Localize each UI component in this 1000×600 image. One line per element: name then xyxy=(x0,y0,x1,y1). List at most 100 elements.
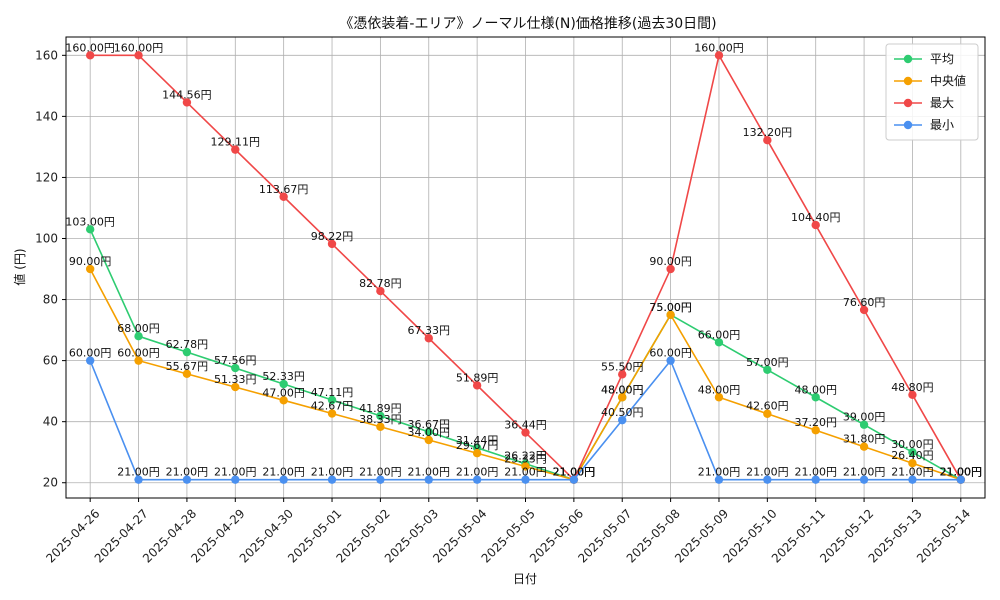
data-point xyxy=(424,475,433,484)
data-point xyxy=(424,435,433,445)
data-label: 21.00円 xyxy=(746,466,789,479)
data-point xyxy=(908,475,917,484)
data-label: 30.00円 xyxy=(891,438,934,451)
data-label: 76.60円 xyxy=(843,296,886,309)
data-point xyxy=(279,396,288,405)
legend-box xyxy=(885,43,979,141)
data-point xyxy=(763,135,772,145)
data-point xyxy=(521,475,530,484)
data-label: 42.60円 xyxy=(746,400,789,413)
data-point xyxy=(472,449,482,458)
y-tick-label: 80 xyxy=(43,293,58,307)
data-point xyxy=(859,442,869,451)
data-point xyxy=(279,379,288,389)
data-label: 21.00円 xyxy=(117,466,160,479)
x-axis-title: 日付 xyxy=(513,572,537,586)
data-point xyxy=(231,363,240,373)
data-label: 90.00円 xyxy=(69,255,112,268)
legend-swatch-marker xyxy=(903,120,913,130)
data-label: 48.00円 xyxy=(794,383,837,396)
data-point xyxy=(521,428,530,437)
data-label: 75.00円 xyxy=(649,301,692,314)
legend-label: 最小 xyxy=(930,118,954,132)
data-label: 98.22円 xyxy=(311,230,354,243)
data-point xyxy=(279,192,288,201)
data-label: 82.78円 xyxy=(359,277,402,290)
y-tick-label: 40 xyxy=(43,415,58,429)
data-label: 51.33円 xyxy=(214,373,257,386)
data-label: 25.33円 xyxy=(504,452,547,465)
data-point xyxy=(424,427,433,437)
data-label: 160.00円 xyxy=(694,41,744,54)
data-label: 160.00円 xyxy=(114,41,164,54)
legend-swatch-marker xyxy=(903,76,913,86)
data-point xyxy=(134,475,143,484)
data-label: 21.00円 xyxy=(214,466,257,479)
data-label: 42.67円 xyxy=(311,400,354,413)
data-point xyxy=(327,409,337,418)
data-label: 21.00円 xyxy=(940,466,983,479)
data-label: 29.67円 xyxy=(456,439,499,452)
data-label: 62.78円 xyxy=(166,338,209,351)
data-label: 21.00円 xyxy=(940,466,983,479)
data-point xyxy=(521,462,530,471)
data-point xyxy=(859,475,869,484)
data-label: 60.00円 xyxy=(117,347,160,360)
data-point xyxy=(376,422,385,431)
data-label: 21.00円 xyxy=(553,466,596,479)
data-point xyxy=(182,98,192,107)
data-point xyxy=(956,475,966,484)
data-label: 129.11円 xyxy=(211,136,261,149)
data-point xyxy=(85,51,95,60)
data-label: 48.00円 xyxy=(601,383,644,396)
data-point xyxy=(618,393,627,402)
data-point xyxy=(859,305,869,315)
data-label: 26.22円 xyxy=(504,450,547,463)
axis-layer: 204060801001201401602025-04-262025-04-27… xyxy=(35,48,973,565)
data-point xyxy=(327,395,337,405)
legend-label: 平均 xyxy=(930,52,954,66)
data-label: 21.00円 xyxy=(504,466,547,479)
data-point xyxy=(231,475,240,484)
series-layer xyxy=(85,51,966,484)
data-label: 40.50円 xyxy=(601,406,644,419)
data-label: 144.56円 xyxy=(162,88,212,101)
data-point xyxy=(908,448,917,457)
data-label: 104.40円 xyxy=(791,211,841,224)
data-point xyxy=(714,475,724,484)
data-label: 31.80円 xyxy=(843,433,886,446)
data-label: 75.00円 xyxy=(649,301,692,314)
data-point xyxy=(763,365,772,374)
data-label: 21.00円 xyxy=(940,466,983,479)
data-point xyxy=(908,458,917,468)
data-label: 51.89円 xyxy=(456,371,499,384)
data-point xyxy=(182,369,192,379)
data-point xyxy=(327,239,337,249)
data-point xyxy=(811,475,820,484)
data-label: 36.44円 xyxy=(504,419,547,432)
data-point xyxy=(811,426,820,435)
data-label: 113.67円 xyxy=(259,183,309,196)
legend-label: 中央値 xyxy=(930,73,966,88)
data-point xyxy=(763,409,772,418)
data-label: 48.80円 xyxy=(891,381,934,394)
data-point xyxy=(618,415,627,425)
data-label: 160.00円 xyxy=(65,41,115,54)
data-label: 21.00円 xyxy=(553,466,596,479)
data-point xyxy=(134,331,143,341)
data-point xyxy=(134,356,143,365)
y-tick-label: 100 xyxy=(35,231,58,245)
data-label: 47.00円 xyxy=(262,386,305,399)
data-label-layer: 103.00円 68.00円 62.78円 57.56円 52.33円 47.11円 41.… xyxy=(65,41,982,478)
data-label: 21.00円 xyxy=(359,466,402,479)
data-point xyxy=(376,286,385,296)
data-label: 48.00円 xyxy=(601,383,644,396)
data-label: 38.33円 xyxy=(359,413,402,426)
data-point xyxy=(85,225,95,234)
data-point xyxy=(134,51,143,60)
data-label: 21.00円 xyxy=(311,466,354,479)
data-point xyxy=(85,264,95,274)
data-point xyxy=(424,334,433,343)
data-point xyxy=(376,411,385,421)
data-label: 21.00円 xyxy=(891,466,934,479)
